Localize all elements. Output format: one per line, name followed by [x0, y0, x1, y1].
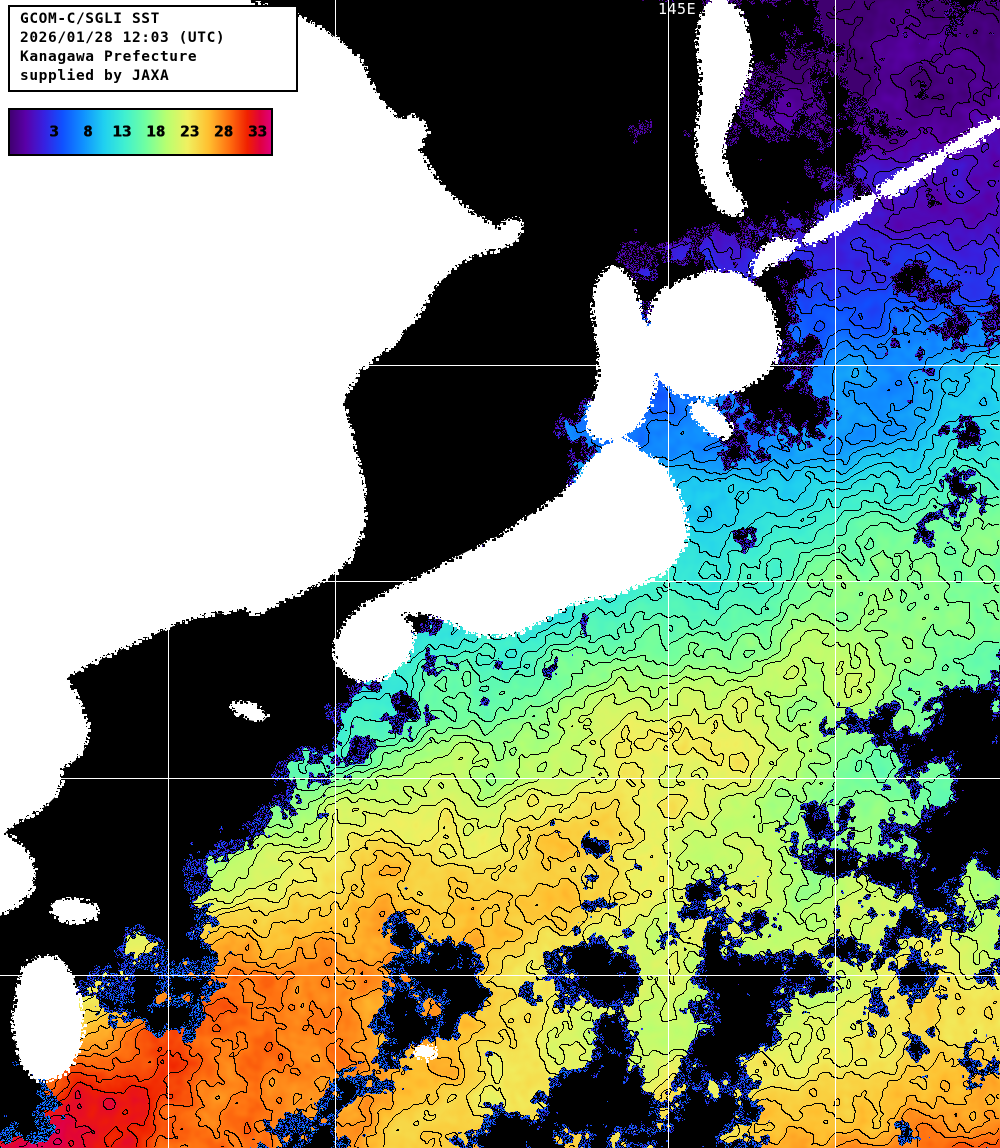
grid-line-vertical-3 — [835, 0, 836, 1148]
grid-line-horizontal-1 — [0, 581, 1000, 582]
colorbar-tick-13: 13 — [112, 122, 132, 141]
info-credit: supplied by JAXA — [20, 68, 170, 84]
colorbar-tick-28: 28 — [214, 122, 234, 141]
info-datetime: 2026/01/28 12:03 (UTC) — [20, 30, 226, 46]
info-title: GCOM-C/SGLI SST — [20, 11, 160, 27]
colorbar-tick-18: 18 — [146, 122, 166, 141]
grid-line-horizontal-3 — [0, 975, 1000, 976]
colorbar-tick-labels: 3 8 13 18 23 28 33 — [10, 110, 271, 154]
product-info-box: GCOM-C/SGLI SST 2026/01/28 12:03 (UTC) K… — [8, 5, 298, 92]
sst-colorbar: 3 8 13 18 23 28 33 — [8, 108, 273, 156]
grid-line-vertical-0 — [168, 0, 169, 1148]
colorbar-tick-33: 33 — [248, 122, 268, 141]
longitude-label-145e: 145E — [658, 0, 697, 18]
grid-line-vertical-1 — [335, 0, 336, 1148]
latitude-label-40n: 40N — [2, 353, 31, 371]
info-region: Kanagawa Prefecture — [20, 49, 198, 65]
colorbar-tick-3: 3 — [49, 122, 60, 141]
colorbar-tick-23: 23 — [180, 122, 200, 141]
grid-line-vertical-2 — [668, 0, 669, 1148]
colorbar-gradient — [10, 110, 271, 154]
colorbar-tick-8: 8 — [83, 122, 94, 141]
grid-line-horizontal-0 — [0, 365, 1000, 366]
grid-line-horizontal-2 — [0, 778, 1000, 779]
